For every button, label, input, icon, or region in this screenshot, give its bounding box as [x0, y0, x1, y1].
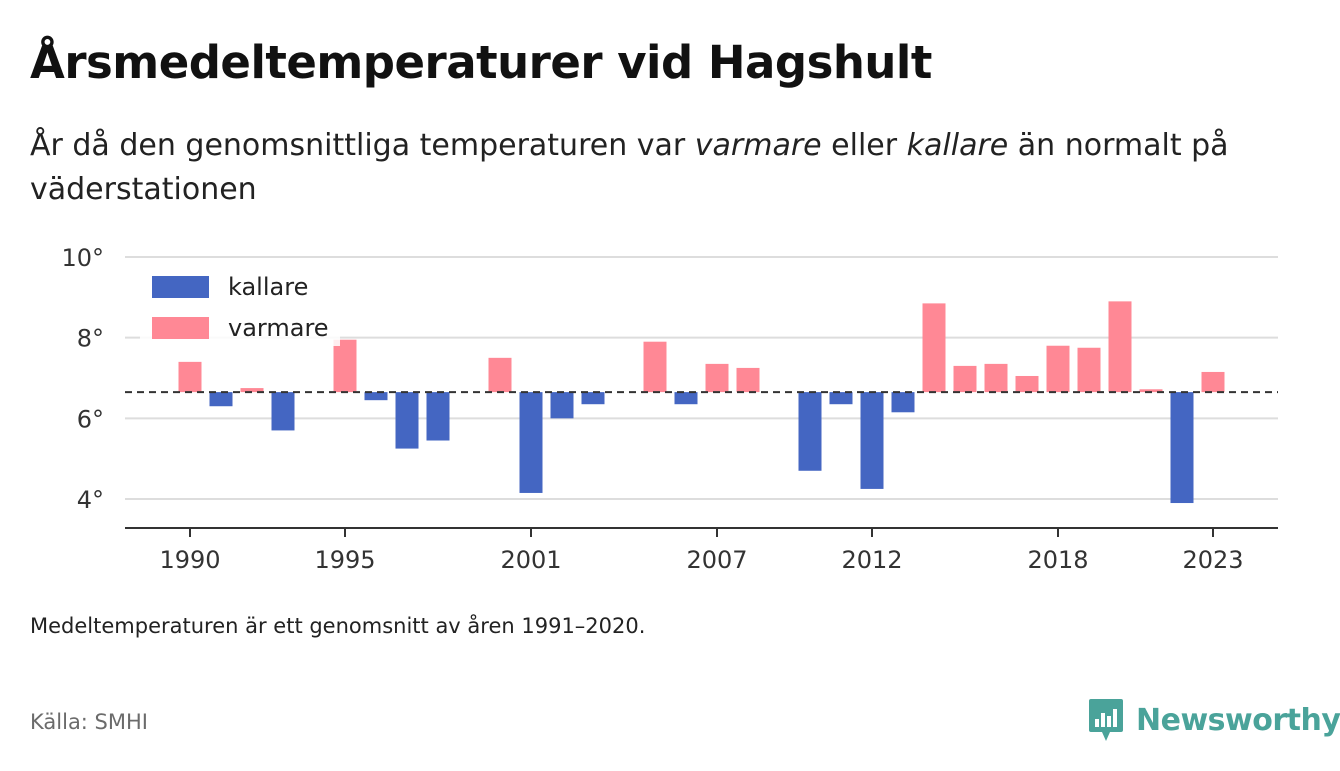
bar-2010 — [798, 392, 822, 471]
bar-2008 — [736, 367, 760, 393]
bar-chart: 4° 6° 8° 10° 1990 1995 2001 2007 2012 2018 2023 kal… — [61, 244, 1278, 574]
y-tick-label: 8° — [77, 325, 104, 353]
bar-2023 — [1201, 371, 1225, 393]
bar-1990 — [178, 361, 202, 393]
subtitle-emphasis-colder: kallare — [906, 128, 1009, 163]
x-tick-label: 2023 — [1182, 546, 1243, 574]
subtitle-part: År då den genomsnittliga temperaturen va… — [30, 128, 695, 163]
bar-1992 — [240, 388, 264, 393]
legend-label-kallare: kallare — [228, 273, 308, 301]
x-tick-label: 2007 — [686, 546, 747, 574]
bar-2001 — [519, 392, 543, 493]
bar-1996 — [364, 392, 388, 401]
legend-swatch-varmare — [152, 317, 209, 339]
chart-subtitle: År då den genomsnittliga temperaturen va… — [30, 124, 1300, 212]
subtitle-part: eller — [821, 128, 907, 163]
subtitle-emphasis-warmer: varmare — [694, 128, 822, 163]
bar-2012 — [860, 392, 884, 489]
newsworthy-logo: Newsworthy — [1088, 696, 1340, 744]
x-tick-label: 1990 — [159, 546, 220, 574]
x-tick-label: 2001 — [500, 546, 561, 574]
bar-1995 — [333, 339, 357, 393]
bar-1993 — [271, 392, 295, 431]
bar-2016 — [984, 363, 1008, 393]
bar-2014 — [922, 303, 946, 393]
bar-2005 — [643, 341, 667, 393]
bar-2018 — [1046, 345, 1070, 393]
subtitle-part: än normalt på väderstationen — [30, 128, 1229, 207]
chart-title: Årsmedeltemperaturer vid Hagshult — [30, 36, 932, 89]
legend-swatch-kallare — [152, 276, 209, 298]
bar-1997 — [395, 392, 419, 449]
y-tick-label: 10° — [61, 244, 104, 272]
bar-1998 — [426, 392, 450, 441]
x-tick-label: 2012 — [841, 546, 902, 574]
source-credit: Källa: SMHI — [30, 710, 148, 734]
newsworthy-logo-icon — [1089, 699, 1123, 741]
bar-2002 — [550, 392, 574, 419]
bar-2021 — [1139, 389, 1163, 393]
bar-2015 — [953, 365, 977, 393]
legend-label-varmare: varmare — [228, 314, 329, 342]
bar-2020 — [1108, 301, 1132, 393]
bar-2017 — [1015, 375, 1039, 393]
bar-2019 — [1077, 347, 1101, 393]
bar-1991 — [209, 392, 233, 407]
footnote: Medeltemperaturen är ett genomsnitt av å… — [30, 614, 646, 638]
y-tick-label: 6° — [77, 405, 104, 433]
bar-2006 — [674, 392, 698, 405]
bar-2007 — [705, 363, 729, 393]
x-tick-label: 1995 — [314, 546, 375, 574]
bar-2011 — [829, 392, 853, 405]
x-tick-label: 2018 — [1027, 546, 1088, 574]
bar-2000 — [488, 357, 512, 393]
y-tick-label: 4° — [77, 486, 104, 514]
logo-text: Newsworthy — [1136, 702, 1340, 738]
bar-2013 — [891, 392, 915, 413]
bar-2003 — [581, 392, 605, 405]
bar-2022 — [1170, 392, 1194, 504]
